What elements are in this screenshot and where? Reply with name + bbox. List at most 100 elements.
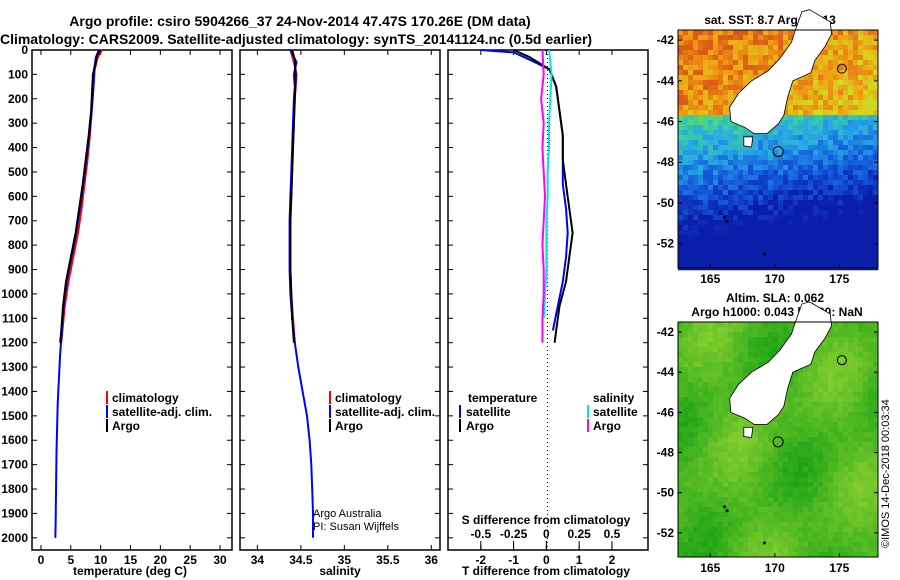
sla-map-cell: [818, 447, 824, 453]
sla-map-cell: [813, 432, 819, 438]
sst-map-cell: [733, 50, 739, 56]
sla-map-cell: [823, 382, 829, 388]
sst-map-cell: [833, 235, 839, 241]
sst-map-cell: [858, 190, 864, 196]
sla-map-cell: [848, 417, 854, 423]
depth-tick-label: 200: [8, 92, 28, 106]
sst-map-cell: [848, 180, 854, 186]
sla-map-cell: [843, 527, 849, 533]
sst-map-cell: [848, 205, 854, 211]
sla-map-cell: [763, 507, 769, 513]
sla-map-cell: [723, 447, 729, 453]
sst-map-cell: [778, 140, 784, 146]
sst-map-cell: [703, 235, 709, 241]
legend-climatology-label: climatology: [335, 391, 402, 405]
sst-map-cell: [763, 175, 769, 181]
sst-map-cell: [678, 215, 684, 221]
sst-map-cell: [753, 190, 759, 196]
sla-map-cell: [823, 442, 829, 448]
sst-map-cell: [723, 90, 729, 96]
sst-map-cell: [853, 140, 859, 146]
depth-tick-label: 300: [8, 116, 28, 130]
sst-map-cell: [848, 225, 854, 231]
sla-map-cell: [863, 337, 869, 343]
sst-map-cell: [818, 125, 824, 131]
sst-map-cell: [698, 185, 704, 191]
sla-map-cell: [813, 402, 819, 408]
sst-map-cell: [683, 195, 689, 201]
sst-map-cell: [793, 250, 799, 256]
sst-map-cell: [873, 130, 879, 136]
sst-map-cell: [713, 245, 719, 251]
sla-map-cell: [853, 477, 859, 483]
sst-map-cell: [798, 85, 804, 91]
sst-map-cell: [713, 95, 719, 101]
sla-map-cell: [743, 492, 749, 498]
sla-map-cell: [768, 517, 774, 523]
sla-map-cell: [708, 372, 714, 378]
sla-map-cell: [713, 457, 719, 463]
sla-map-cell: [708, 512, 714, 518]
sla-map-cell: [763, 337, 769, 343]
sla-map-cell: [778, 502, 784, 508]
sst-map-cell: [783, 110, 789, 116]
sla-map-cell: [833, 517, 839, 523]
sst-map-cell: [783, 260, 789, 266]
sla-map-cell: [678, 532, 684, 538]
sst-map-cell: [753, 155, 759, 161]
sla-map-cell: [788, 392, 794, 398]
sla-map-cell: [683, 407, 689, 413]
sla-map-cell: [763, 467, 769, 473]
sst-map-cell: [763, 155, 769, 161]
sla-map-cell: [803, 512, 809, 518]
depth-axis-labels: 0100200300400500600700800900100011001200…: [1, 43, 28, 545]
sst-map-cell: [778, 50, 784, 56]
sst-map-cell: [753, 260, 759, 266]
sst-map-cell: [783, 220, 789, 226]
sla-map-cell: [853, 492, 859, 498]
sst-map-cell: [718, 135, 724, 141]
sst-map-cell: [833, 65, 839, 71]
sla-map-cell: [763, 347, 769, 353]
sst-map-cell: [683, 145, 689, 151]
sla-map-cell: [808, 412, 814, 418]
sla-map-cell: [683, 552, 689, 558]
series-argo: [289, 49, 297, 343]
sst-map-cell: [708, 160, 714, 166]
sst-map-cell: [718, 225, 724, 231]
sla-map-cell: [723, 372, 729, 378]
sla-map-cell: [823, 527, 829, 533]
sst-map-cell: [818, 180, 824, 186]
sla-map-cell: [848, 497, 854, 503]
sla-map-cell: [823, 432, 829, 438]
sla-map-frame: [677, 321, 879, 558]
sla-map-cell: [788, 407, 794, 413]
sla-map-cell: [833, 467, 839, 473]
sst-map-cell: [768, 60, 774, 66]
sst-map-cell: [678, 130, 684, 136]
sst-map-cell: [873, 215, 879, 221]
sla-map-cell: [818, 372, 824, 378]
sst-map-cell: [723, 175, 729, 181]
sla-map-cell: [753, 342, 759, 348]
sla-map-cell: [783, 412, 789, 418]
sst-map-cell: [698, 170, 704, 176]
x-tick-label: 35: [338, 553, 352, 567]
sst-map-cell: [828, 120, 834, 126]
sst-map-cell: [758, 250, 764, 256]
sla-map-cell: [688, 497, 694, 503]
sst-map-cell: [733, 30, 739, 36]
sst-map-cell: [703, 195, 709, 201]
sla-map-cell: [833, 477, 839, 483]
sla-map-cell: [728, 457, 734, 463]
sla-map-cell: [803, 477, 809, 483]
sla-map-cell: [748, 492, 754, 498]
sst-map-cell: [768, 165, 774, 171]
sla-map-cell: [738, 462, 744, 468]
sla-map-cell: [833, 342, 839, 348]
sst-map-cell: [828, 150, 834, 156]
sst-map-cell: [868, 255, 874, 261]
sla-map-cell: [813, 377, 819, 383]
sla-map-cell: [873, 517, 879, 523]
sla-map-cell: [803, 402, 809, 408]
